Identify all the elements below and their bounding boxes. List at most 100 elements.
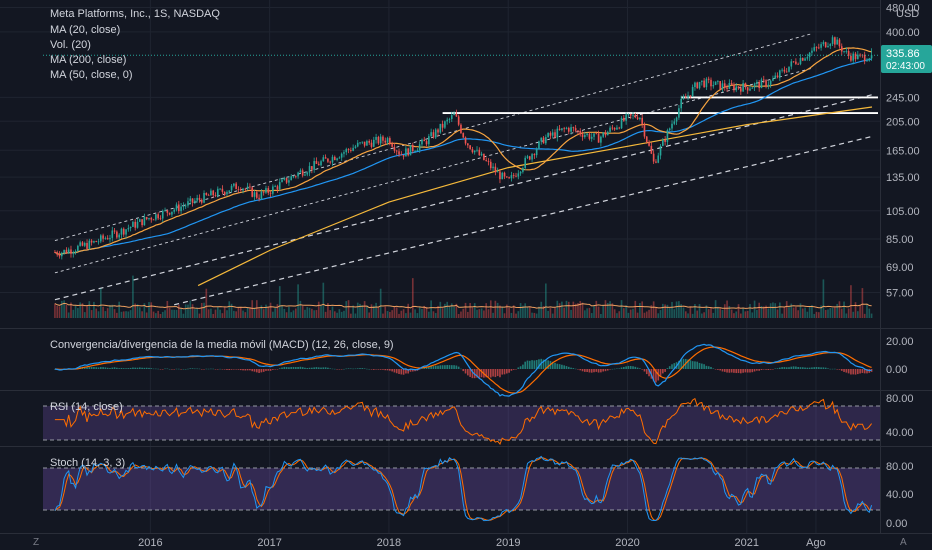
macd-hist-bar [269,369,272,371]
volume-bar [63,300,65,318]
auto-scale-button[interactable]: A [900,537,907,548]
macd-hist-bar [836,369,838,370]
candle-body [83,242,86,246]
candle-body [198,197,201,200]
trend-line-1 [54,67,813,274]
macd-hist-bar [659,369,662,377]
macd-hist-bar [480,369,483,378]
candle-body [476,149,478,151]
candle-body [382,136,384,141]
candle-body [233,183,235,186]
candle-body [359,142,361,144]
macd-hist-bar [801,367,804,369]
candle-body [391,143,393,147]
horizontal-levels [442,96,878,114]
candle-body [705,78,708,88]
volume-bar [629,309,632,318]
volume-bar [792,307,795,318]
candle-body [815,47,818,48]
macd-hist-bar [691,361,694,369]
macd-hist-bar [526,360,529,369]
candle-body [756,81,758,84]
candle-body [306,172,309,175]
macd-hist-bar [538,359,540,369]
volume-bar [262,309,265,318]
volume-bar [54,303,56,318]
volume-bar [753,300,756,318]
volume-bar [56,305,59,318]
candle-body [767,84,770,87]
volume-bar [817,312,820,318]
macd-hist-bar [384,369,387,371]
macd-hist-bar [148,367,150,369]
macd-hist-bar [106,367,109,369]
volume-bar [405,313,407,318]
candle-body [246,186,249,189]
volume-bar [159,313,162,318]
macd-pane[interactable]: Convergencia/divergencia de la media móv… [50,336,914,397]
price-pane[interactable] [43,33,880,318]
volume-bar [570,309,572,318]
candle-body [863,54,866,62]
candle-body [407,148,410,156]
volume-bar [288,306,290,318]
macd-hist-bar [551,361,554,369]
candle-body [402,155,405,157]
zoom-button[interactable]: Z [33,537,39,548]
volume-bar [81,303,84,318]
volume-bar [673,309,676,318]
volume-bar [320,305,322,318]
candle-body [588,133,591,139]
macd-hist-bar [859,369,861,374]
candle-body [212,190,215,196]
macd-hist-bar [629,365,632,369]
macd-hist-bar [143,367,146,369]
volume-bar [717,306,719,318]
candle-body [600,136,602,143]
volume-bar [689,307,692,318]
volume-bar [489,300,492,318]
volume-bar [744,311,747,318]
candle-body [90,240,93,243]
volume-bar [714,300,717,318]
candle-body [221,188,224,192]
macd-hist-bar [609,369,611,370]
macd-hist-bar [829,368,832,370]
macd-hist-bar [512,369,515,370]
candle-body [216,188,219,196]
volume-bar [609,301,611,318]
volume-bar [852,311,855,318]
candle-body [120,228,123,235]
volume-bar [242,310,244,318]
macd-hist-bar [689,360,692,369]
candle-body [843,51,845,53]
volume-bar [457,313,460,318]
candle-body [627,113,630,115]
candle-body [200,199,203,203]
price-axis[interactable]: USD 480.00 400.00 245.00 205.00 165.00 135.00… [886,2,920,299]
volume-bar [88,301,91,318]
rsi-pane[interactable]: RSI (14, close) 80.00 40.00 [43,393,914,445]
volume-bar [701,313,703,318]
macd-hist-bar [808,367,811,369]
volume-bar [756,309,758,318]
last-price-background [881,45,932,73]
macd-hist-bar [815,366,818,369]
candle-body [728,83,731,89]
candle-body [148,218,150,220]
macd-hist-bar [102,367,104,369]
time-axis[interactable]: 2016 2017 2018 2019 2020 2021 Ago [138,537,826,549]
candle-body [340,153,343,158]
volume-bar [561,301,563,318]
volume-bar [613,309,616,318]
volume-bar [368,312,371,318]
pane-separators [0,0,932,534]
stoch-pane[interactable]: Stoch (14, 3, 3) 80.00 40.00 0.00 [43,455,914,530]
volume-bar [180,307,182,318]
candle-body [664,139,666,142]
volume-bar [579,301,582,318]
macd-hist-bar [811,367,813,369]
macd-hist-bar [118,368,120,369]
candle-body [260,191,263,199]
